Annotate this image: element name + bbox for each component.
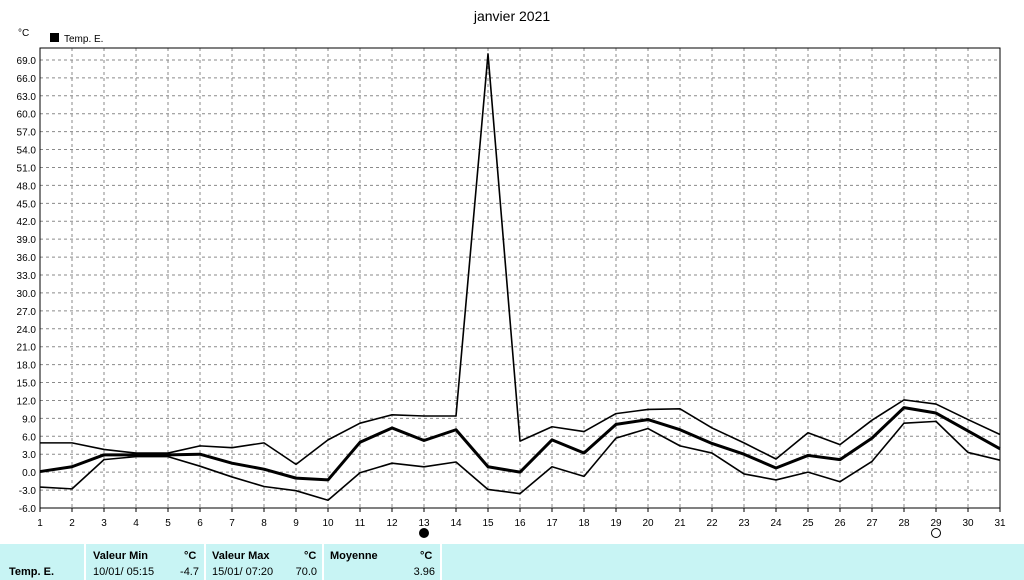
- x-tick-label: 27: [866, 518, 878, 529]
- y-tick-label: 45.0: [17, 199, 37, 210]
- y-axis-unit: °C: [18, 28, 29, 39]
- x-tick-label: 26: [834, 518, 846, 529]
- stats-label-cell: Temp. E.: [0, 544, 84, 580]
- x-tick-label: 13: [418, 518, 430, 529]
- new-moon-icon: [419, 528, 429, 538]
- stats-min-unit: °C: [184, 550, 197, 562]
- stats-row-label: Temp. E.: [9, 566, 55, 578]
- stats-min-value: -4.7: [180, 566, 199, 578]
- x-tick-label: 29: [930, 518, 942, 529]
- x-tick-label: 12: [386, 518, 398, 529]
- stats-min-header: Valeur Min: [93, 550, 149, 562]
- x-tick-label: 3: [101, 518, 107, 529]
- y-tick-label: 21.0: [17, 343, 37, 354]
- y-tick-label: 15.0: [17, 379, 37, 390]
- x-tick-label: 4: [133, 518, 139, 529]
- y-axis-ticks: 69.0 66.0 63.0 60.0 57.0 54.0 51.0 48.0 45.0 42.0…: [17, 56, 37, 515]
- stats-max-value: 70.0: [295, 566, 317, 578]
- x-tick-label: 9: [293, 518, 299, 529]
- stats-min-date: 10/01/ 05:15: [93, 566, 155, 578]
- x-axis-ticks: 1 2 3 4 5 6 7 8 9 10 11 12 13 14 15 16 17 18 19 20 21 22 23 24 2…: [37, 508, 1006, 529]
- stats-filler-cell: [442, 544, 1024, 580]
- x-tick-label: 6: [197, 518, 203, 529]
- stats-max-header: Valeur Max: [212, 550, 270, 562]
- series-line-mean: [39, 406, 1001, 482]
- x-tick-label: 31: [994, 518, 1006, 529]
- x-tick-label: 22: [706, 518, 718, 529]
- x-tick-label: 11: [355, 518, 366, 529]
- y-tick-label: 60.0: [17, 110, 37, 121]
- stats-min-cell: Valeur Min °C 10/01/ 05:15 -4.7: [86, 544, 204, 580]
- stats-max-unit: °C: [304, 550, 317, 562]
- y-tick-label: 63.0: [17, 92, 37, 103]
- x-tick-label: 30: [962, 518, 974, 529]
- x-tick-label: 19: [610, 518, 622, 529]
- temperature-chart: janvier 2021 °C Temp. E. 69.066.063.060.…: [17, 8, 1006, 529]
- x-tick-label: 16: [514, 518, 526, 529]
- x-tick-label: 28: [898, 518, 910, 529]
- y-tick-label: 66.0: [17, 74, 37, 85]
- x-tick-label: 5: [165, 518, 171, 529]
- stats-avg-header: Moyenne: [330, 550, 378, 562]
- stats-avg-unit: °C: [420, 550, 433, 562]
- x-tick-label: 2: [69, 518, 75, 529]
- y-tick-label: 0.0: [22, 468, 36, 479]
- y-tick-label: 9.0: [22, 414, 36, 425]
- x-tick-label: 25: [802, 518, 814, 529]
- y-tick-label: 57.0: [17, 128, 37, 139]
- stats-max-date: 15/01/ 07:20: [212, 566, 274, 578]
- x-tick-label: 17: [546, 518, 558, 529]
- x-tick-label: 8: [261, 518, 267, 529]
- y-tick-label: 6.0: [22, 432, 36, 443]
- y-tick-label: 12.0: [17, 396, 37, 407]
- x-tick-label: 20: [642, 518, 654, 529]
- y-tick-label: 18.0: [17, 361, 37, 372]
- full-moon-icon: [931, 528, 941, 538]
- y-tick-label: -6.0: [19, 504, 37, 515]
- x-tick-label: 15: [482, 518, 494, 529]
- series-line-max: [40, 53, 1001, 466]
- x-tick-label: 18: [578, 518, 590, 529]
- x-tick-label: 14: [450, 518, 462, 529]
- series-lines: [39, 53, 1001, 502]
- plot-frame: [39, 47, 1001, 509]
- stats-table: Temp. E. Valeur Min °C 10/01/ 05:15 -4.7…: [0, 544, 1024, 580]
- y-tick-label: 24.0: [17, 325, 37, 336]
- legend-label: Temp. E.: [64, 34, 103, 45]
- chart-title: janvier 2021: [473, 8, 550, 24]
- stats-avg-value: 3.96: [413, 566, 435, 578]
- y-tick-label: 42.0: [17, 217, 37, 228]
- y-tick-label: 3.0: [22, 450, 36, 461]
- y-tick-label: 54.0: [17, 146, 37, 157]
- x-tick-label: 21: [674, 518, 686, 529]
- y-tick-label: 39.0: [17, 235, 37, 246]
- y-tick-label: 69.0: [17, 56, 37, 67]
- y-tick-label: 33.0: [17, 271, 37, 282]
- y-tick-label: 27.0: [17, 307, 37, 318]
- y-tick-label: 30.0: [17, 289, 37, 300]
- stats-avg-cell: Moyenne °C 3.96: [324, 544, 440, 580]
- x-tick-label: 1: [37, 518, 43, 529]
- x-tick-label: 7: [229, 518, 235, 529]
- x-tick-label: 23: [738, 518, 750, 529]
- y-tick-label: -3.0: [19, 486, 37, 497]
- legend-swatch: [50, 33, 59, 42]
- stats-max-cell: Valeur Max °C 15/01/ 07:20 70.0: [206, 544, 322, 580]
- y-tick-label: 36.0: [17, 253, 37, 264]
- series-line-min: [39, 420, 1001, 502]
- x-tick-label: 24: [770, 518, 782, 529]
- y-tick-label: 48.0: [17, 181, 37, 192]
- y-tick-label: 51.0: [17, 163, 37, 174]
- x-tick-label: 10: [322, 518, 334, 529]
